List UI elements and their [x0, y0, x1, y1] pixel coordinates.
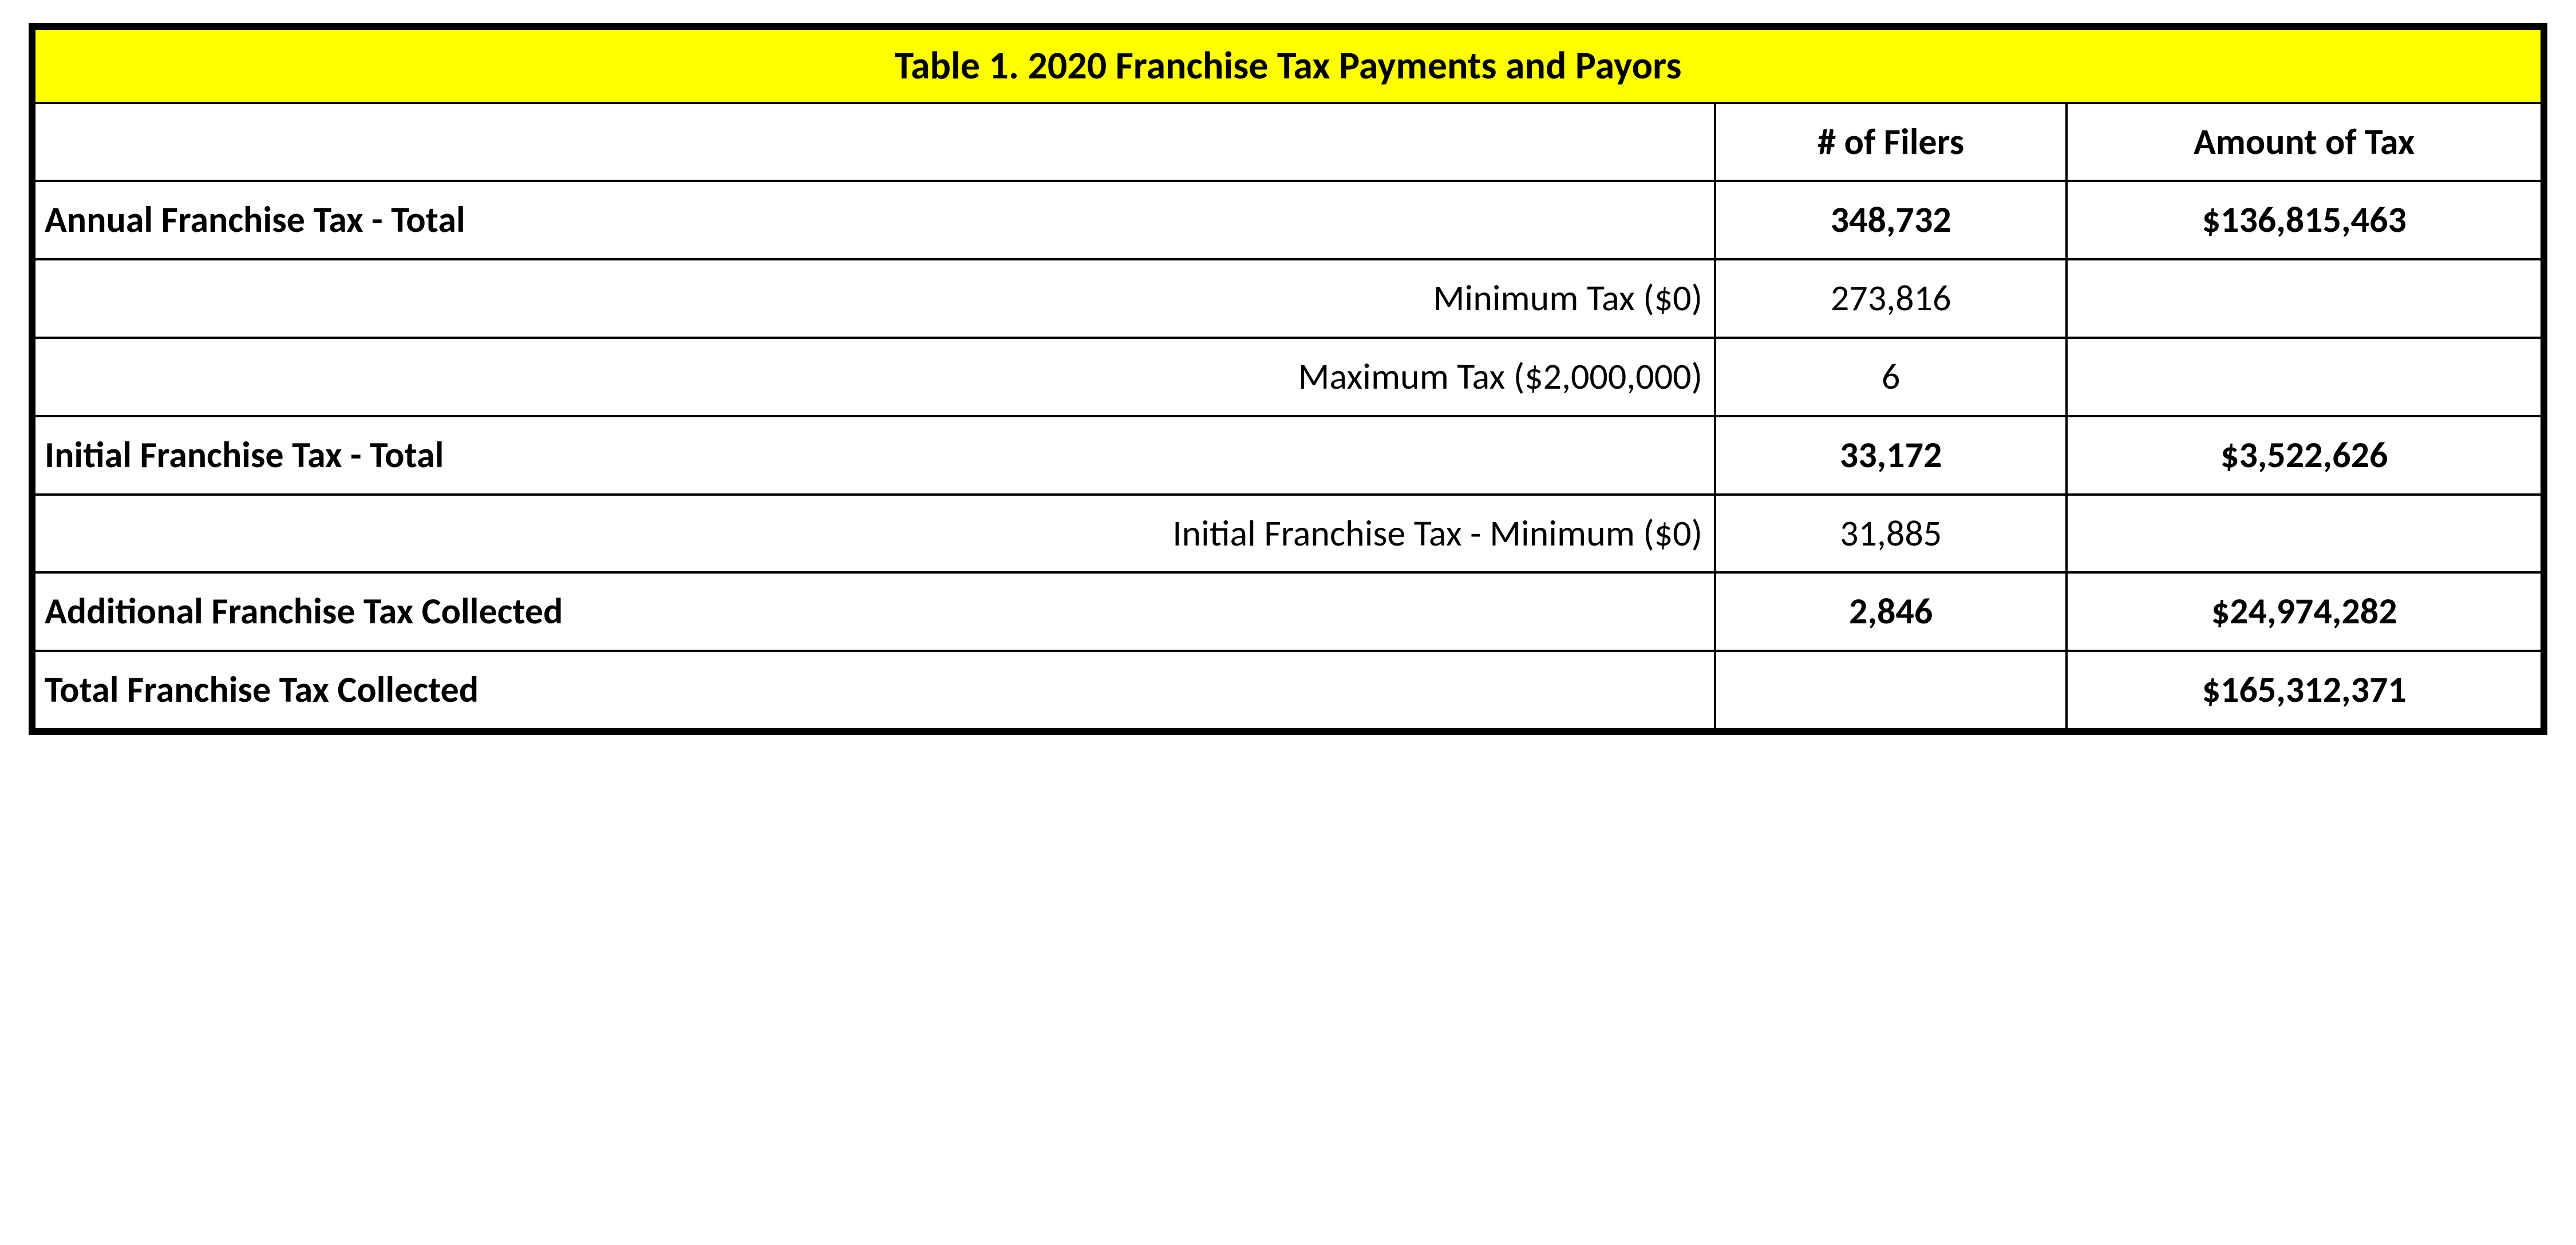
row-filers [1715, 651, 2067, 732]
row-filers: 273,816 [1715, 259, 2067, 338]
franchise-tax-table: Table 1. 2020 Franchise Tax Payments and… [29, 23, 2547, 735]
row-label: Maximum Tax ($2,000,000) [32, 338, 1715, 416]
table-row: Additional Franchise Tax Collected 2,846… [32, 572, 2544, 651]
row-label: Initial Franchise Tax - Total [32, 416, 1715, 495]
row-filers: 31,885 [1715, 495, 2067, 573]
table-row: Initial Franchise Tax - Minimum ($0) 31,… [32, 495, 2544, 573]
row-label: Initial Franchise Tax - Minimum ($0) [32, 495, 1715, 573]
table-row: Initial Franchise Tax - Total 33,172 $3,… [32, 416, 2544, 495]
row-filers: 2,846 [1715, 572, 2067, 651]
row-amount [2067, 338, 2544, 416]
table-row: Total Franchise Tax Collected $165,312,3… [32, 651, 2544, 732]
row-amount [2067, 259, 2544, 338]
row-filers: 348,732 [1715, 181, 2067, 259]
table-row: Annual Franchise Tax - Total 348,732 $13… [32, 181, 2544, 259]
row-amount: $165,312,371 [2067, 651, 2544, 732]
row-label: Minimum Tax ($0) [32, 259, 1715, 338]
row-label: Annual Franchise Tax - Total [32, 181, 1715, 259]
column-header-amount: Amount of Tax [2067, 103, 2544, 181]
table-row: Minimum Tax ($0) 273,816 [32, 259, 2544, 338]
row-filers: 6 [1715, 338, 2067, 416]
table-row: Maximum Tax ($2,000,000) 6 [32, 338, 2544, 416]
row-label: Total Franchise Tax Collected [32, 651, 1715, 732]
franchise-tax-table-wrapper: Table 1. 2020 Franchise Tax Payments and… [29, 23, 2547, 735]
column-header-label [32, 103, 1715, 181]
table-title: Table 1. 2020 Franchise Tax Payments and… [32, 26, 2544, 103]
column-header-filers: # of Filers [1715, 103, 2067, 181]
row-amount: $3,522,626 [2067, 416, 2544, 495]
table-header-row: # of Filers Amount of Tax [32, 103, 2544, 181]
row-amount [2067, 495, 2544, 573]
row-amount: $24,974,282 [2067, 572, 2544, 651]
table-body: Annual Franchise Tax - Total 348,732 $13… [32, 181, 2544, 732]
row-label: Additional Franchise Tax Collected [32, 572, 1715, 651]
table-title-row: Table 1. 2020 Franchise Tax Payments and… [32, 26, 2544, 103]
row-filers: 33,172 [1715, 416, 2067, 495]
row-amount: $136,815,463 [2067, 181, 2544, 259]
